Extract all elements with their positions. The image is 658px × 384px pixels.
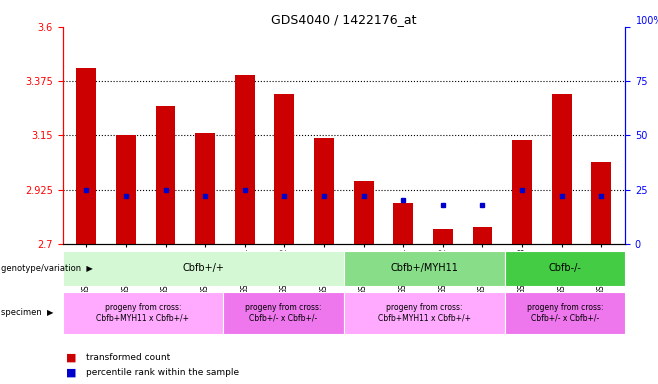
- Bar: [223, 292, 343, 334]
- Title: GDS4040 / 1422176_at: GDS4040 / 1422176_at: [271, 13, 417, 26]
- Bar: [393, 203, 413, 244]
- Text: specimen  ▶: specimen ▶: [1, 308, 53, 318]
- Text: percentile rank within the sample: percentile rank within the sample: [86, 368, 239, 377]
- Bar: [552, 94, 572, 244]
- Bar: [155, 106, 176, 244]
- Text: ■: ■: [66, 367, 76, 377]
- Text: ■: ■: [66, 353, 76, 363]
- Text: progeny from cross:
Cbfb+/- x Cbfb+/-: progeny from cross: Cbfb+/- x Cbfb+/-: [245, 303, 322, 323]
- Bar: [343, 292, 505, 334]
- Bar: [76, 68, 96, 244]
- Text: Cbfb+/+: Cbfb+/+: [182, 263, 224, 273]
- Bar: [314, 138, 334, 244]
- Text: progeny from cross:
Cbfb+/- x Cbfb+/-: progeny from cross: Cbfb+/- x Cbfb+/-: [526, 303, 603, 323]
- Bar: [116, 136, 136, 244]
- Text: Cbfb+/MYH11: Cbfb+/MYH11: [390, 263, 458, 273]
- Bar: [274, 94, 294, 244]
- Bar: [63, 251, 343, 286]
- Bar: [63, 292, 223, 334]
- Bar: [343, 251, 505, 286]
- Bar: [354, 181, 374, 244]
- Bar: [235, 75, 255, 244]
- Bar: [472, 227, 492, 244]
- Text: Cbfb-/-: Cbfb-/-: [548, 263, 581, 273]
- Bar: [433, 229, 453, 244]
- Bar: [592, 162, 611, 244]
- Bar: [505, 292, 625, 334]
- Bar: [195, 133, 215, 244]
- Text: transformed count: transformed count: [86, 353, 170, 362]
- Text: genotype/variation  ▶: genotype/variation ▶: [1, 264, 93, 273]
- Bar: [512, 140, 532, 244]
- Bar: [505, 251, 625, 286]
- Text: 100%: 100%: [636, 16, 658, 26]
- Text: progeny from cross:
Cbfb+MYH11 x Cbfb+/+: progeny from cross: Cbfb+MYH11 x Cbfb+/+: [96, 303, 190, 323]
- Text: progeny from cross:
Cbfb+MYH11 x Cbfb+/+: progeny from cross: Cbfb+MYH11 x Cbfb+/+: [378, 303, 470, 323]
